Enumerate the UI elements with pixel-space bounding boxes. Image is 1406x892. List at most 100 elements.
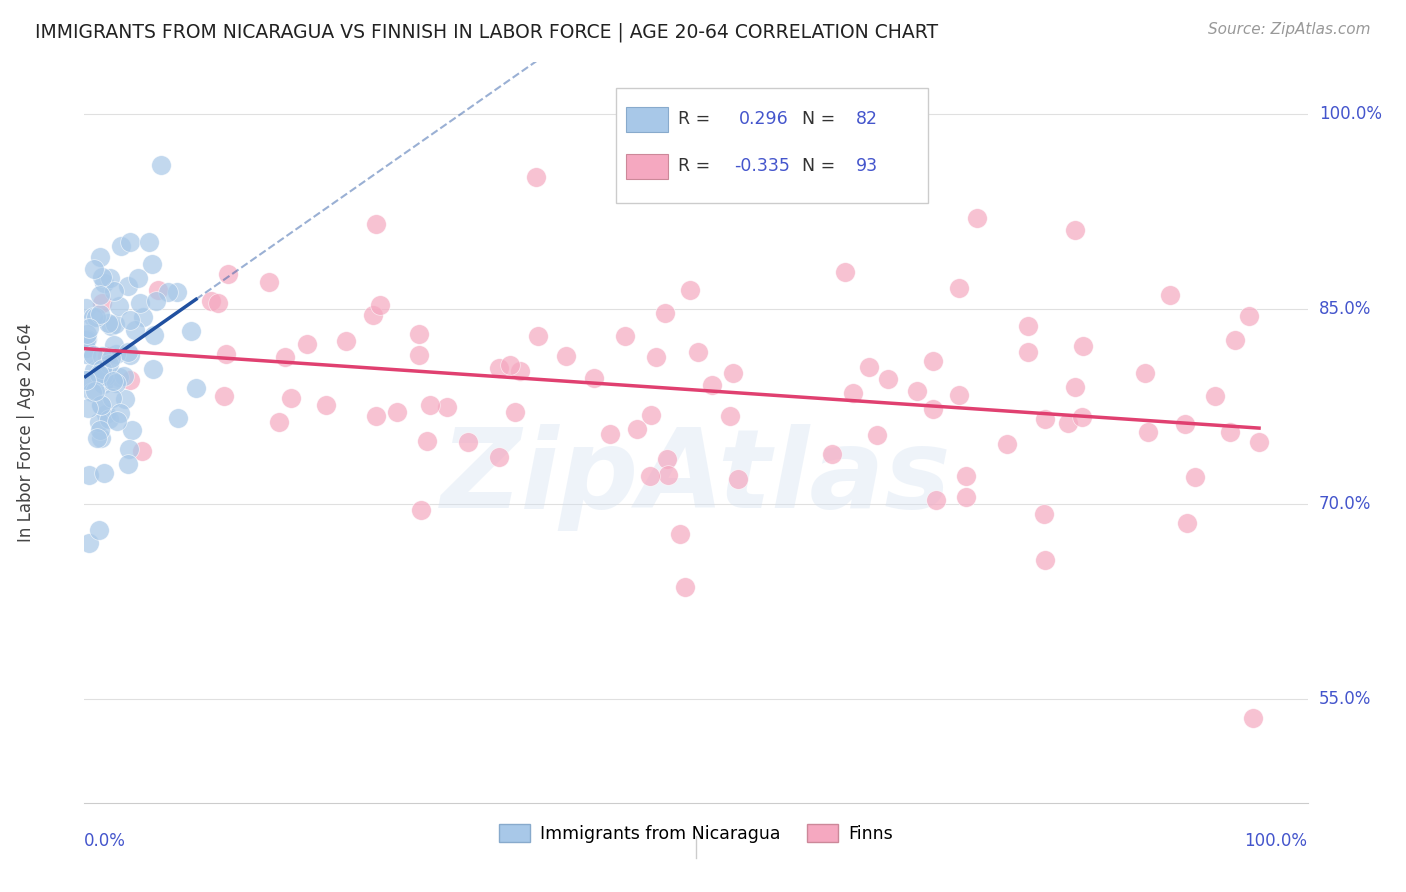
FancyBboxPatch shape [626,107,668,132]
Point [626,422,648,436]
Point [75,373,97,387]
Point [91,376,114,391]
Point [721,366,744,380]
FancyBboxPatch shape [616,88,928,203]
Text: IMMIGRANTS FROM NICARAGUA VS FINNISH IN LABOR FORCE | AGE 20-64 CORRELATION CHAR: IMMIGRANTS FROM NICARAGUA VS FINNISH IN … [35,22,938,42]
Point [90,349,112,363]
Point [274,350,297,364]
Point [1237,310,1260,324]
Point [638,468,661,483]
Point [90,431,112,445]
Point [97,317,120,331]
Point [91,368,114,383]
Text: 93: 93 [856,157,879,175]
Point [141,257,163,271]
Point [84,384,107,398]
Point [118,442,141,457]
Point [87,523,110,537]
Point [640,409,662,423]
Point [364,217,387,231]
Point [104,376,127,391]
Point [457,435,479,450]
Point [83,362,105,376]
Point [488,450,510,465]
Point [295,337,318,351]
Point [146,283,169,297]
Point [657,452,679,467]
Point [1159,287,1181,301]
Point [118,235,141,250]
Point [409,503,432,517]
Point [1071,339,1094,353]
Point [118,373,141,387]
Point [1175,516,1198,531]
Point [207,296,229,310]
Point [75,373,97,387]
Point [217,268,239,282]
Point [364,409,387,423]
Point [100,391,122,405]
Point [718,409,741,423]
Point [132,310,155,324]
Point [315,398,337,412]
Point [613,329,636,343]
Point [673,580,696,594]
Text: 82: 82 [856,111,879,128]
Point [922,402,945,417]
Point [554,349,576,363]
Point [200,294,222,309]
Point [77,321,100,335]
Point [82,348,104,362]
Point [150,158,173,172]
Point [114,392,136,406]
Point [702,378,724,392]
Point [858,359,880,374]
Point [142,328,165,343]
Point [108,299,131,313]
Text: Source: ZipAtlas.com: Source: ZipAtlas.com [1208,22,1371,37]
Point [436,400,458,414]
Point [599,427,621,442]
Point [100,351,122,366]
Point [259,276,281,290]
Point [89,307,111,321]
Point [1063,380,1085,394]
Text: 0.296: 0.296 [738,111,789,128]
Point [90,398,112,412]
Point [110,239,132,253]
Point [1017,318,1039,333]
Point [955,490,977,504]
Point [657,468,679,483]
Point [75,333,97,347]
Point [98,271,121,285]
Point [820,447,842,461]
Point [104,347,127,361]
Point [1056,417,1078,431]
Point [727,472,749,486]
Point [877,372,900,386]
Point [77,401,100,415]
Point [955,468,977,483]
Legend: Immigrants from Nicaragua, Finns: Immigrants from Nicaragua, Finns [492,817,900,850]
Point [418,398,440,412]
Point [1225,334,1247,348]
Point [509,364,531,378]
Point [184,381,207,395]
Point [498,358,520,372]
Point [269,415,291,429]
Point [103,284,125,298]
Point [834,264,856,278]
Point [654,306,676,320]
Text: 85.0%: 85.0% [1319,301,1371,318]
Point [524,169,547,184]
Point [90,361,112,376]
Point [82,310,104,324]
Point [112,369,135,384]
Point [1241,711,1264,725]
Point [117,344,139,359]
Point [117,458,139,472]
Point [215,346,238,360]
Point [966,211,988,226]
Point [94,408,117,422]
FancyBboxPatch shape [626,153,668,178]
